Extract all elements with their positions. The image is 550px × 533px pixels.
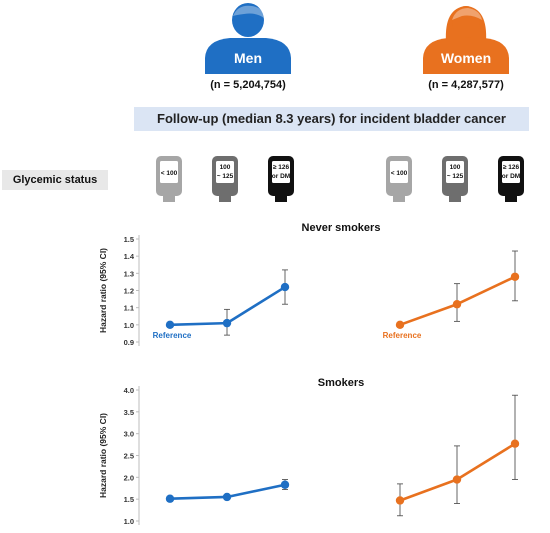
y-tick-label: 2.0 <box>124 473 134 482</box>
y-tick-label: 1.5 <box>124 495 134 504</box>
men-label: Men <box>234 50 262 66</box>
men-count: (n = 5,204,754) <box>210 79 286 91</box>
series-line-women <box>399 442 516 502</box>
y-tick-label: 1.2 <box>124 287 134 296</box>
data-point-women <box>510 439 520 448</box>
meter-strip <box>505 196 517 202</box>
meter-label-line2: or DM <box>272 173 290 180</box>
data-point-men <box>165 320 175 330</box>
glucose-meter-icon: < 100 <box>156 156 182 202</box>
meter-strip <box>393 196 405 202</box>
y-tick-label: 3.0 <box>124 430 134 439</box>
glycemic-meters-women: < 100 100 ~ 125 ≥ 126 or DM <box>382 150 550 210</box>
meter-label-line1: ≥ 126 <box>273 164 290 171</box>
meter-label-line1: < 100 <box>161 170 178 177</box>
chart-title: Smokers <box>318 377 364 389</box>
glycemic-status-label: Glycemic status <box>2 170 108 190</box>
y-tick-label: 1.0 <box>124 321 134 330</box>
y-tick-label: 0.9 <box>124 338 134 347</box>
data-point-men <box>280 282 290 292</box>
meter-screen <box>160 161 178 183</box>
meter-strip <box>219 196 231 202</box>
glucose-meter-icon: 100 ~ 125 <box>442 156 468 202</box>
men-header <box>178 2 318 74</box>
meter-strip <box>449 196 461 202</box>
reference-label: Reference <box>153 331 192 340</box>
data-point-men <box>280 480 290 489</box>
glucose-meter-icon: ≥ 126 or DM <box>268 156 294 202</box>
meter-label-line1: ≥ 126 <box>503 164 520 171</box>
meter-screen <box>390 161 408 183</box>
man-silhouette-icon <box>205 3 291 74</box>
meter-label-line2: ~ 125 <box>217 173 234 180</box>
glucose-meter-icon: ≥ 126 or DM <box>498 156 524 202</box>
y-tick-label: 3.5 <box>124 408 134 417</box>
chart-title: Never smokers <box>302 222 381 234</box>
data-point-women <box>395 320 405 330</box>
meter-screen <box>446 161 464 183</box>
meter-label-line1: 100 <box>450 164 461 171</box>
y-tick-label: 1.1 <box>124 304 134 313</box>
chart-never-smokers: Never smokers 0.9 1.0 1.1 1.2 1.3 1.4 1.5 Hazard… <box>0 215 550 365</box>
glucose-meter-icon: < 100 <box>386 156 412 202</box>
y-tick-label: 4.0 <box>124 386 134 395</box>
meter-screen <box>272 161 290 183</box>
meter-strip <box>163 196 175 202</box>
y-axis-label: Hazard ratio (95% CI) <box>98 413 108 498</box>
meter-label-line1: < 100 <box>391 170 408 177</box>
women-count: (n = 4,287,577) <box>428 79 504 91</box>
data-point-men <box>222 492 232 502</box>
meter-screen <box>216 161 234 183</box>
reference-label: Reference <box>383 331 422 340</box>
y-tick-label: 1.0 <box>124 517 134 526</box>
y-tick-label: 1.3 <box>124 269 134 278</box>
women-header <box>396 2 536 74</box>
woman-silhouette-icon <box>423 6 509 74</box>
meter-label-line2: ~ 125 <box>447 173 464 180</box>
meter-screen <box>502 161 520 183</box>
data-point-men <box>222 318 232 328</box>
y-tick-label: 2.5 <box>124 452 134 461</box>
meter-label-line2: or DM <box>502 173 520 180</box>
women-label: Women <box>440 50 492 66</box>
y-tick-label: 1.4 <box>124 252 135 261</box>
glucose-meter-icon: 100 ~ 125 <box>212 156 238 202</box>
y-axis-label: Hazard ratio (95% CI) <box>98 248 108 333</box>
data-point-women <box>395 496 405 505</box>
y-tick-label: 1.5 <box>124 235 134 244</box>
meter-label-line1: 100 <box>220 164 231 171</box>
meter-strip <box>275 196 287 202</box>
data-point-women <box>510 272 520 281</box>
data-point-men <box>165 494 175 503</box>
chart-smokers: Smokers 1.0 1.5 2.0 2.5 3.0 3.5 4.0 Hazard ratio… <box>0 372 550 528</box>
data-point-women <box>452 475 462 484</box>
followup-banner: Follow-up (median 8.3 years) for inciden… <box>134 107 529 131</box>
glycemic-meters-men: < 100 100 ~ 125 ≥ 126 or DM <box>150 150 320 210</box>
data-point-women <box>452 300 462 309</box>
